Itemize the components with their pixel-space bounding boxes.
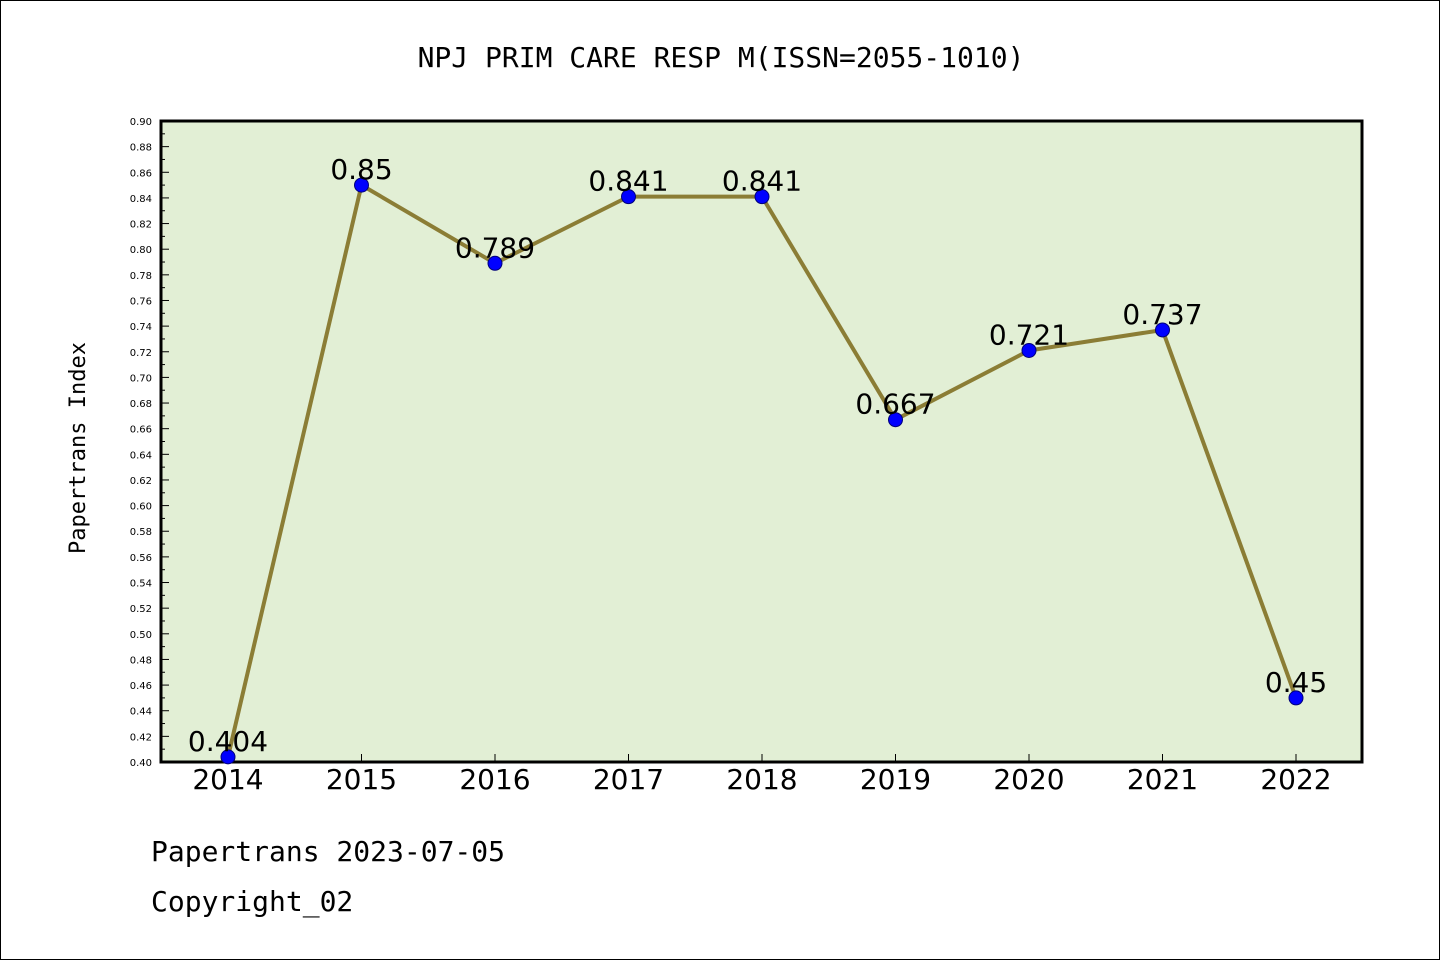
series-layer [220, 177, 1304, 765]
y-tick-label: 0.74 [130, 322, 152, 333]
data-point [487, 255, 503, 271]
x-tick-label: 2019 [860, 763, 931, 796]
data-point [1288, 690, 1304, 706]
data-point [1155, 322, 1170, 338]
data-point [621, 189, 636, 205]
y-tick-label: 0.44 [130, 707, 152, 718]
x-tick-label: 2017 [593, 763, 664, 796]
data-point [354, 177, 369, 193]
data-label: 0.45 [1265, 666, 1327, 699]
x-tick-label: 2021 [1127, 763, 1198, 796]
plot-area [159, 119, 1364, 764]
data-label: 0.737 [1122, 298, 1202, 331]
x-tick-label: 2022 [1260, 763, 1331, 796]
y-tick-label: 0.82 [130, 220, 152, 231]
y-axis-label: Papertrans Index [66, 342, 91, 554]
data-point [754, 189, 770, 205]
y-tick-label: 0.78 [130, 271, 152, 282]
y-tick-label: 0.56 [130, 553, 152, 564]
data-label: 0.789 [455, 231, 535, 264]
x-axis: 2014 2015 2016 2017 2018 2019 2020 2021 2022 [192, 754, 1332, 796]
y-tick-label: 0.58 [130, 527, 152, 538]
x-tick-label: 2016 [459, 763, 530, 796]
chart-title: NPJ PRIM CARE RESP M(ISSN=2055-1010) [418, 41, 1025, 74]
y-tick-label: 0.66 [130, 425, 152, 436]
y-tick-label: 0.90 [130, 117, 152, 128]
y-tick-label: 0.72 [130, 348, 152, 359]
footer-copyright: Copyright_02 [151, 885, 354, 918]
data-point [1021, 342, 1037, 358]
y-axis: 0.40 0.42 0.44 0.46 0.48 0.50 0.52 0.54 0.56 0.58… [130, 117, 169, 769]
y-tick-label: 0.40 [130, 758, 152, 769]
y-tick-label: 0.48 [130, 655, 152, 666]
y-tick-label: 0.76 [130, 296, 152, 307]
data-point [888, 412, 903, 428]
y-tick-label: 0.54 [130, 579, 152, 590]
data-label: 0.841 [722, 165, 802, 198]
y-tick-label: 0.52 [130, 604, 152, 615]
y-tick-label: 0.62 [130, 476, 152, 487]
y-tick-label: 0.68 [130, 399, 152, 410]
x-tick-label: 2018 [726, 763, 797, 796]
x-tick-label: 2020 [993, 763, 1064, 796]
y-tick-label: 0.50 [130, 630, 152, 641]
data-label: 0.667 [855, 388, 935, 421]
y-tick-label: 0.80 [130, 245, 152, 256]
data-label: 0.841 [588, 165, 668, 198]
y-tick-label: 0.88 [130, 143, 152, 154]
data-label: 0.721 [989, 318, 1069, 351]
y-tick-label: 0.42 [130, 732, 152, 743]
y-tick-label: 0.70 [130, 373, 152, 384]
y-tick-label: 0.84 [130, 194, 152, 205]
data-point [220, 749, 236, 765]
y-tick-label: 0.64 [130, 450, 152, 461]
footer-source: Papertrans 2023-07-05 [151, 835, 506, 868]
x-tick-label: 2015 [326, 763, 397, 796]
data-labels: 0.404 0.85 0.789 0.841 0.841 0.667 0.721 0.737 0… [188, 153, 1327, 758]
data-label: 0.404 [188, 725, 268, 758]
y-tick-label: 0.60 [130, 502, 152, 513]
data-label: 0.85 [330, 153, 392, 186]
y-tick-label: 0.46 [130, 681, 152, 692]
x-tick-label: 2014 [192, 763, 263, 796]
y-tick-label: 0.86 [130, 168, 152, 179]
